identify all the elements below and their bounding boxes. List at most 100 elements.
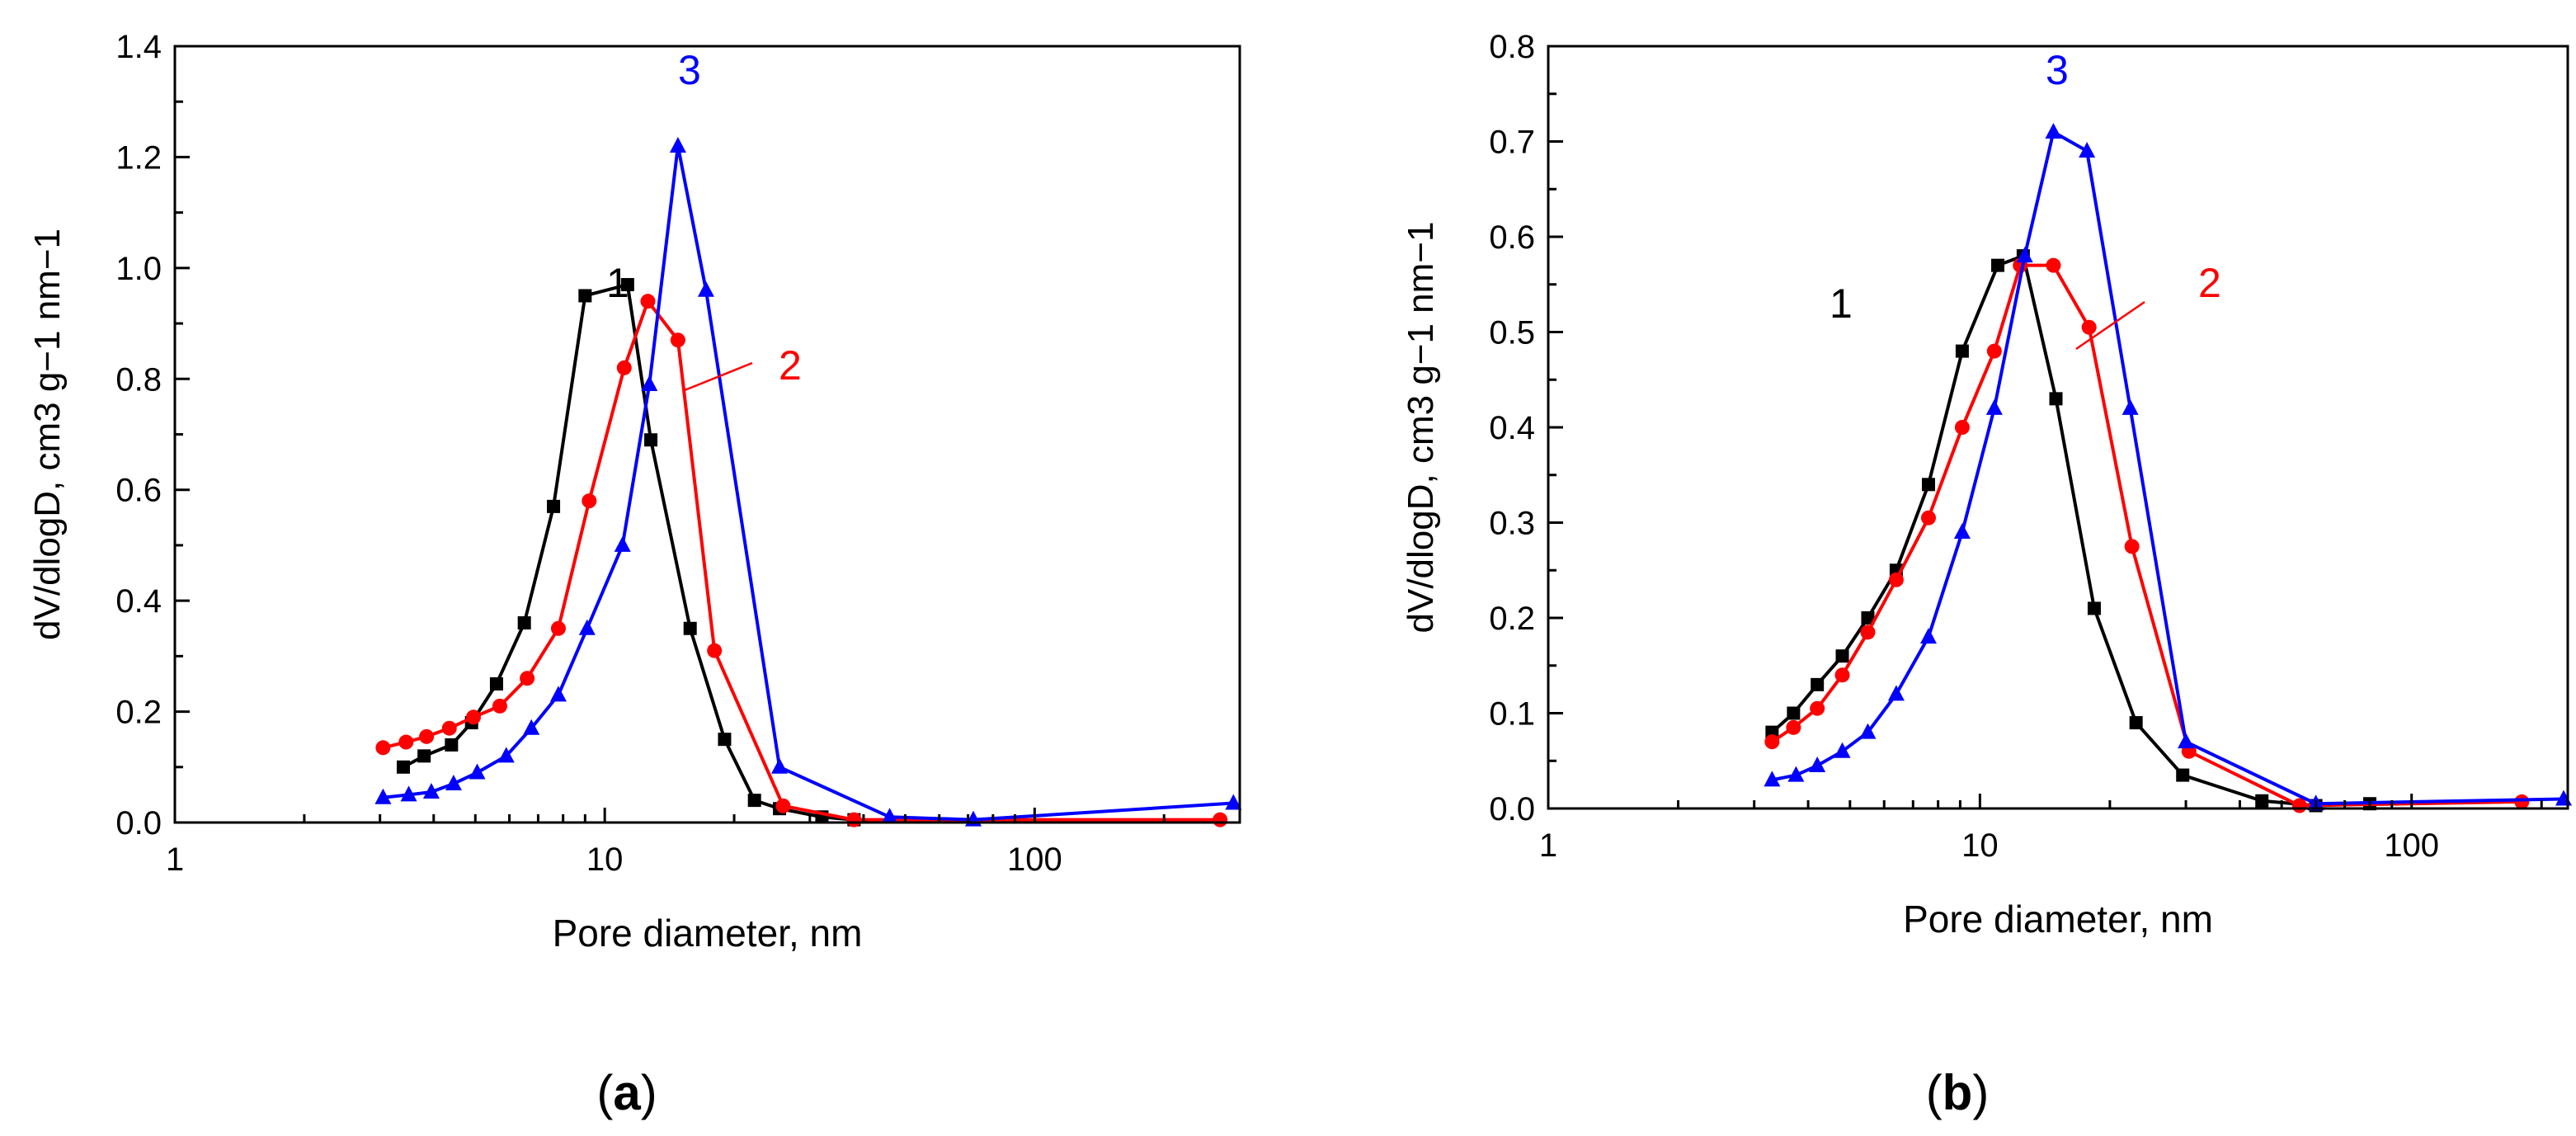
panel-a-y-tick-labels: 0.0 0.2 0.4 0.6 0.8 1.0 1.2 1.4 xyxy=(115,29,162,841)
series-3-point xyxy=(400,785,417,802)
series-2-point xyxy=(1834,667,1850,683)
series-2-point xyxy=(375,740,391,756)
panel-b-annotations: 1 2 3 xyxy=(1830,47,2221,351)
series-1-point xyxy=(1835,649,1849,663)
y-tick-label: 0.4 xyxy=(115,583,162,620)
panel-b-y-axis-label: dV/dlogD, cm3 g−1 nm−1 xyxy=(1401,222,1441,634)
series-1-point xyxy=(517,616,531,630)
series-2-point xyxy=(1986,343,2002,359)
panel-a-x-tick-labels: 1 10 100 xyxy=(166,841,1062,878)
y-tick-label: 0.8 xyxy=(1489,29,1535,65)
panel-a-caption: (a) xyxy=(596,1065,657,1120)
panel-a-x-axis-label: Pore diameter, nm xyxy=(553,912,863,955)
series-3-point xyxy=(549,686,567,702)
series-3-point xyxy=(1834,742,1851,758)
series-2-leader-line xyxy=(684,361,753,392)
series-2-point xyxy=(670,332,685,348)
series-2-point xyxy=(582,493,597,509)
series-3-point xyxy=(2079,142,2096,158)
x-tick-label: 10 xyxy=(586,841,624,878)
y-tick-label: 0.4 xyxy=(1489,410,1535,446)
series-2-point xyxy=(1954,420,1970,435)
series-1-point xyxy=(2087,601,2101,615)
series-1-point xyxy=(2176,768,2190,782)
series-1-point xyxy=(747,794,761,808)
series-1-point xyxy=(644,433,658,447)
series-1-point xyxy=(396,760,410,774)
y-tick-label: 0.2 xyxy=(1489,601,1535,637)
series-2-annotation: 2 xyxy=(779,342,802,389)
series-3-point xyxy=(614,535,631,552)
series-3-point xyxy=(669,136,686,153)
series-1-annotation: 1 xyxy=(606,260,629,306)
series-1-point xyxy=(445,738,459,752)
series-2-point xyxy=(640,294,656,309)
y-tick-label: 0.3 xyxy=(1489,506,1535,542)
panel-a-ticks xyxy=(173,45,1241,824)
series-2-point xyxy=(492,698,507,714)
series-2-point xyxy=(2124,539,2140,554)
series-1-point xyxy=(683,621,697,635)
series-2-point xyxy=(2046,257,2061,273)
series-3-annotation: 3 xyxy=(2046,47,2069,93)
series-3-point xyxy=(422,783,440,799)
panel-a: 0.0 0.2 0.4 0.6 0.8 1.0 1.2 1.4 1 10 100… xyxy=(27,29,1242,1120)
series-2-point xyxy=(2291,798,2307,813)
series-3-point xyxy=(374,788,392,804)
series-3-point xyxy=(1225,794,1242,810)
series-2-point xyxy=(1860,625,1876,640)
series-2-point xyxy=(550,620,566,636)
y-tick-label: 0.1 xyxy=(1489,696,1535,733)
y-tick-label: 0.6 xyxy=(115,473,162,509)
x-tick-label: 100 xyxy=(2384,827,2439,864)
y-tick-label: 0.0 xyxy=(115,805,162,841)
series-2-point xyxy=(1888,572,1904,587)
series-3-point xyxy=(2016,247,2033,263)
x-tick-label: 10 xyxy=(1961,827,1999,864)
series-3-point xyxy=(1985,398,2003,415)
series-2-point xyxy=(1920,510,1936,526)
x-tick-label: 1 xyxy=(166,841,184,878)
series-3-point xyxy=(1919,628,1937,644)
series-2-point xyxy=(775,798,791,813)
series-2-point xyxy=(1810,700,1825,716)
series-3-annotation: 3 xyxy=(678,47,701,93)
series-3-point xyxy=(1809,757,1826,773)
series-3-point xyxy=(2045,122,2062,139)
series-2-point xyxy=(2514,794,2530,809)
series-2-point xyxy=(398,734,414,750)
series-3-point xyxy=(2122,398,2139,415)
panel-label: b xyxy=(1943,1065,1973,1120)
series-3-point xyxy=(1953,523,1971,540)
panel-b-axes-frame xyxy=(1547,45,2569,810)
series-3-point xyxy=(881,808,898,824)
series-3-point xyxy=(469,763,486,780)
panel-b-x-axis-label: Pore diameter, nm xyxy=(1903,898,2213,940)
series-1-point xyxy=(1811,677,1825,691)
x-tick-label: 1 xyxy=(1539,827,1557,864)
panel-b-ticks xyxy=(1547,45,2543,810)
y-tick-label: 1.4 xyxy=(115,29,162,65)
series-3-point xyxy=(1887,685,1905,701)
series-2-point xyxy=(441,720,457,736)
series-1-point xyxy=(578,289,592,303)
series-2-point xyxy=(846,812,862,827)
series-3-line xyxy=(1771,130,2564,806)
series-1-point xyxy=(2255,794,2269,808)
series-1-point xyxy=(417,749,431,763)
panel-b: 0.0 0.1 0.2 0.3 0.4 0.5 0.6 0.7 0.8 1 10… xyxy=(1401,29,2573,1120)
series-3-point xyxy=(578,619,596,635)
panel-a-axes-frame xyxy=(173,45,1241,824)
series-2-line xyxy=(1771,263,2522,808)
series-2-point xyxy=(466,709,482,725)
series-1-point xyxy=(2049,392,2063,406)
series-3-point xyxy=(697,280,714,297)
panel-b-caption: (b) xyxy=(1926,1065,1990,1120)
series-2-point xyxy=(2081,319,2097,335)
y-tick-label: 0.2 xyxy=(115,695,162,731)
series-1-point xyxy=(1787,706,1801,720)
y-tick-label: 0.6 xyxy=(1489,219,1535,256)
series-3-point xyxy=(1787,766,1805,782)
panel-b-series-layer xyxy=(1764,122,2573,813)
